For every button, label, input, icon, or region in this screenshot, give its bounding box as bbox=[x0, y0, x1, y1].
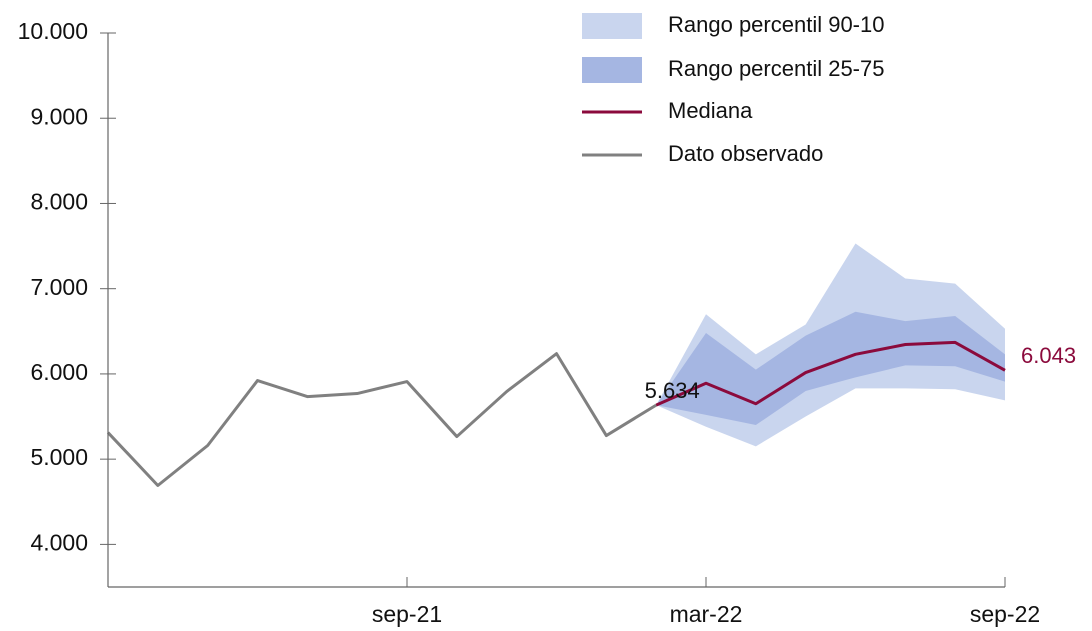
y-tick-label: 7.000 bbox=[30, 274, 88, 300]
legend-label: Dato observado bbox=[668, 141, 823, 166]
y-tick-label: 4.000 bbox=[30, 529, 88, 555]
y-tick-label: 10.000 bbox=[18, 18, 88, 44]
data-label: 6.043 bbox=[1021, 343, 1076, 368]
x-tick-label: mar-22 bbox=[670, 601, 743, 627]
x-tick-label: sep-22 bbox=[970, 601, 1040, 627]
legend-swatch bbox=[582, 13, 642, 39]
y-tick-label: 5.000 bbox=[30, 444, 88, 470]
band-area bbox=[656, 311, 1005, 426]
legend-label: Rango percentil 90-10 bbox=[668, 12, 884, 37]
y-tick-label: 8.000 bbox=[30, 189, 88, 215]
line bbox=[655, 340, 1006, 407]
y-tick-label: 6.000 bbox=[30, 359, 88, 385]
legend-swatch bbox=[582, 57, 642, 83]
legend-label: Mediana bbox=[668, 98, 753, 123]
line bbox=[106, 352, 657, 487]
x-tick-label: sep-21 bbox=[372, 601, 442, 627]
legend-label: Rango percentil 25-75 bbox=[668, 56, 884, 81]
y-tick-label: 9.000 bbox=[30, 103, 88, 129]
data-label: 5.634 bbox=[645, 378, 700, 403]
